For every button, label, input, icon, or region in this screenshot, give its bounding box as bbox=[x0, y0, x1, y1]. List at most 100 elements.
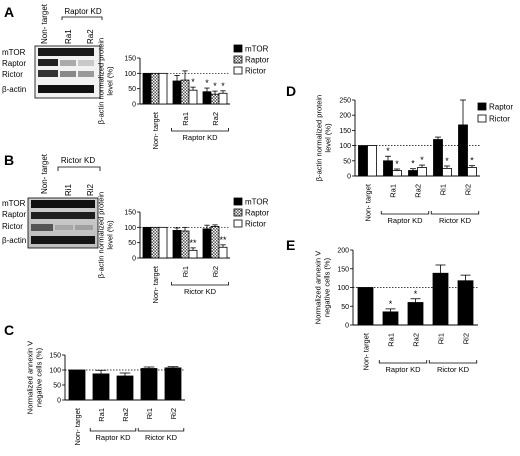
y-tick-label: 150 bbox=[49, 353, 61, 360]
group-bracket bbox=[430, 211, 480, 215]
bar bbox=[458, 124, 468, 177]
significance-mark: ** bbox=[219, 235, 227, 245]
blot-band bbox=[75, 225, 93, 230]
group-label: Raptor KD bbox=[385, 365, 421, 374]
blot-band bbox=[78, 60, 94, 66]
blot-row-label-rictor: Rictor bbox=[2, 222, 23, 231]
bar bbox=[158, 226, 168, 259]
significance-mark: * bbox=[420, 155, 424, 165]
y-tick-label: 0 bbox=[347, 174, 351, 181]
bar bbox=[172, 229, 182, 259]
category-label: Ri1 bbox=[439, 184, 448, 195]
blot-group-label: Rictor KD bbox=[61, 156, 95, 165]
significance-mark: * bbox=[445, 156, 449, 166]
legend-label: Rictor bbox=[245, 67, 266, 76]
bar bbox=[442, 167, 452, 177]
group-bracket bbox=[171, 128, 229, 132]
category-label: Ri2 bbox=[169, 408, 178, 419]
y-tick-label: 100 bbox=[339, 143, 351, 150]
blot-row-label-rictor: Rictor bbox=[2, 70, 23, 79]
y-tick-label: 50 bbox=[128, 86, 136, 93]
bar bbox=[202, 91, 212, 105]
significance-mark: * bbox=[191, 77, 195, 87]
significance-mark: ** bbox=[189, 238, 197, 248]
chart-e: 0 50 100 150 200 Normalized annexin Vnegative… bbox=[314, 248, 478, 374]
bar bbox=[218, 246, 228, 259]
y-tick-label: 50 bbox=[341, 304, 349, 311]
group-label: Raptor KD bbox=[95, 433, 131, 442]
legend-label: Rictor bbox=[489, 115, 510, 124]
significance-mark: * bbox=[414, 289, 418, 299]
bar bbox=[92, 373, 110, 401]
panel-letter-e: E bbox=[286, 237, 295, 253]
blot-row-label-actin: β-actin bbox=[2, 85, 26, 94]
y-tick-label: 150 bbox=[124, 56, 136, 63]
legend-swatch bbox=[233, 208, 243, 217]
significance-mark: * bbox=[386, 146, 390, 156]
bar bbox=[367, 145, 377, 177]
significance-mark: * bbox=[470, 156, 474, 166]
bar bbox=[180, 79, 190, 105]
bar bbox=[68, 369, 86, 401]
blot-lane-label-nontarget: Non- target bbox=[40, 3, 49, 44]
blot-lane-label-nontarget: Non- target bbox=[40, 153, 49, 194]
bar bbox=[172, 80, 182, 105]
legend-swatch bbox=[233, 44, 243, 53]
western-blot-a: Non- target Ra1 Ra2 Raptor KD mTOR Rapto… bbox=[2, 3, 103, 99]
bar bbox=[142, 72, 152, 105]
chart-b: 0 50 100 150 β-actin normalized proteinlevel… bbox=[97, 192, 270, 304]
category-label: Ri1 bbox=[181, 266, 190, 277]
blot-row-label-raptor: Raptor bbox=[2, 59, 26, 68]
legend-label: Raptor bbox=[489, 103, 513, 112]
group-bracket bbox=[428, 360, 478, 364]
group-label: Rictor KD bbox=[145, 433, 178, 442]
western-blot-b: Non- target Ri1 Ri2 Rictor KD mTOR Rapto… bbox=[2, 153, 101, 249]
group-label: Raptor KD bbox=[182, 133, 218, 142]
bar bbox=[382, 311, 399, 326]
blot-row-label-raptor: Raptor bbox=[2, 210, 26, 219]
blot-band bbox=[38, 85, 94, 93]
y-tick-label: 100 bbox=[124, 225, 136, 232]
category-label: Ra1 bbox=[389, 184, 398, 198]
y-tick-label: 50 bbox=[343, 158, 351, 165]
legend-label: mTOR bbox=[245, 198, 269, 207]
bar bbox=[150, 72, 160, 105]
group-label: Rictor KD bbox=[439, 216, 472, 225]
panel-letter-c: C bbox=[4, 322, 14, 338]
chart-d: 0 50 100 150 200 250 β-actin normalized protei… bbox=[315, 95, 514, 225]
blot-lane-label-ra2: Ra2 bbox=[86, 29, 95, 44]
y-tick-label: 150 bbox=[339, 128, 351, 135]
significance-mark: * bbox=[411, 159, 415, 169]
bar bbox=[188, 89, 198, 105]
bar bbox=[150, 226, 160, 259]
bar bbox=[407, 302, 424, 326]
blot-row-label-actin: β-actin bbox=[2, 236, 26, 245]
group-label: Raptor KD bbox=[387, 216, 423, 225]
blot-band bbox=[31, 236, 95, 244]
group-bracket bbox=[380, 211, 430, 215]
blot-group-bracket bbox=[57, 166, 101, 171]
panel-letter-d: D bbox=[286, 83, 296, 99]
category-label: Non- target bbox=[151, 111, 160, 149]
bar bbox=[433, 139, 443, 177]
blot-band bbox=[38, 70, 58, 77]
category-label: Ri2 bbox=[464, 184, 473, 195]
blot-band bbox=[55, 225, 73, 230]
bar bbox=[417, 167, 427, 177]
group-bracket bbox=[171, 282, 229, 286]
category-label: Non- target bbox=[151, 265, 160, 303]
category-label: Ra1 bbox=[97, 408, 106, 422]
chart-c: 0 50 100 150 Normalized annexin Vnegative ce… bbox=[26, 341, 185, 446]
y-tick-label: 0 bbox=[132, 256, 136, 263]
y-axis-label: Normalized annexin Vnegative cells (%) bbox=[314, 251, 332, 324]
y-tick-label: 100 bbox=[124, 71, 136, 78]
category-label: Ri2 bbox=[462, 333, 471, 344]
category-label: Non- target bbox=[73, 407, 82, 445]
y-axis-label: β-actin normalized proteinlevel (%) bbox=[315, 95, 333, 181]
y-axis-label: Normalized annexin Vnegative cells (%) bbox=[26, 341, 44, 414]
legend-swatch bbox=[233, 219, 243, 228]
blot-lane-label-ri1: Ri1 bbox=[64, 183, 73, 196]
y-tick-label: 50 bbox=[128, 240, 136, 247]
blot-band bbox=[38, 48, 94, 56]
